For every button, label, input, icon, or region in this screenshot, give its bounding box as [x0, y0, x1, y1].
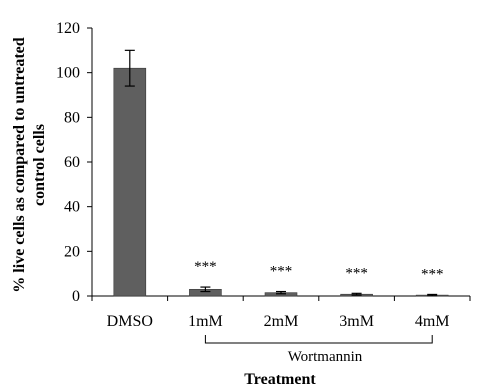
y-tick-label: 80 [64, 109, 80, 126]
significance-label: *** [270, 264, 293, 280]
y-tick-label: 100 [56, 65, 80, 82]
x-tick-label: 1mM [188, 313, 223, 330]
y-tick-label: 0 [72, 288, 80, 305]
x-tick-label: 3mM [339, 313, 374, 330]
x-tick-label: 4mM [415, 313, 450, 330]
x-tick-label: DMSO [107, 313, 153, 330]
x-tick-label: 2mM [264, 313, 299, 330]
group-bracket-label: Wortmannin [288, 349, 363, 365]
bar [113, 67, 147, 297]
y-tick-label: 120 [56, 20, 80, 37]
y-axis-title-line2: control cells [31, 124, 48, 206]
y-tick-label: 20 [64, 243, 80, 260]
x-axis-title: Treatment [244, 371, 316, 388]
y-tick-label: 40 [64, 199, 80, 216]
group-bracket [204, 335, 433, 344]
y-tick-label: 60 [64, 154, 80, 171]
significance-label: *** [194, 259, 217, 275]
y-axis-title-group: % live cells as compared to untreated co… [11, 37, 48, 292]
significance-label: *** [421, 266, 444, 282]
y-axis-title-line1: % live cells as compared to untreated [11, 37, 28, 292]
significance-label: *** [345, 265, 368, 281]
plot-area: 0 20 40 60 80 100 120 DMSO *** 1mM *** 2mM *** 3mM ***… [56, 20, 471, 344]
